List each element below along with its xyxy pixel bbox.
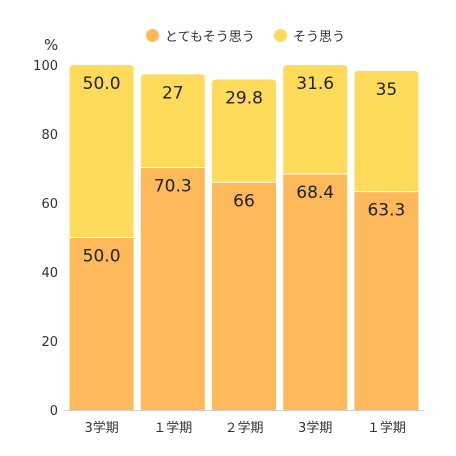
bar-segment [69,237,134,410]
bar-segment [212,182,276,410]
data-label: 68.4 [296,183,334,203]
x-tick-label: ２学期 [224,420,263,436]
data-label: 50.0 [83,247,121,267]
x-tick-label: １学期 [367,420,406,436]
bar-segment [69,65,134,238]
legend-item-series-2: そう思う [274,26,345,45]
y-tick-label: 20 [41,335,58,350]
data-label: 27 [162,83,184,103]
legend-swatch-series-2 [274,29,287,42]
x-tick-label: 3学期 [298,420,332,436]
data-label: 70.3 [154,176,192,196]
y-tick-label: 40 [41,266,58,281]
bar-segment [140,167,205,410]
x-tick-label: 3学期 [84,420,118,436]
data-label: 29.8 [225,88,263,108]
y-tick-label: 100 [33,59,58,74]
y-axis-unit: % [44,36,59,54]
legend: とてもそう思う そう思う [0,26,456,48]
data-label: 63.3 [367,201,405,221]
y-tick-label: 0 [50,404,58,419]
data-label: 66 [233,191,255,211]
legend-swatch-series-1 [146,29,159,42]
y-tick-label: 80 [41,128,58,143]
data-label: 50.0 [83,74,121,94]
legend-label-series-2: そう思う [293,30,346,45]
bar-segment [140,74,205,168]
bar-segment [283,174,348,410]
x-tick-label: １学期 [153,420,192,436]
bar-segment [354,191,419,410]
bar-segment [354,70,419,192]
legend-item-series-1: とてもそう思う [146,26,255,45]
data-label: 35 [376,80,398,100]
y-tick-label: 60 [41,197,58,212]
bar-segment [212,79,276,183]
legend-label-series-1: とてもそう思う [165,30,255,45]
bar-segment [283,65,348,175]
data-label: 31.6 [296,74,334,94]
